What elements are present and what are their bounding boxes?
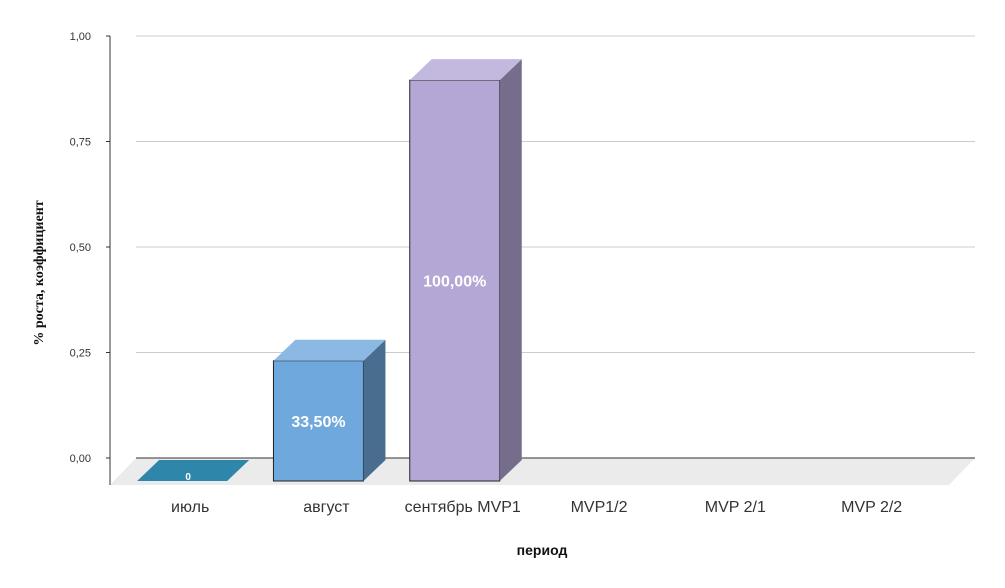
y-tick-label: 0,75 xyxy=(70,137,91,149)
gridlines xyxy=(136,35,975,459)
data-label: 100,00% xyxy=(423,274,486,291)
x-category-label: MVP 2/1 xyxy=(705,499,766,516)
x-axis-title: период xyxy=(517,542,568,558)
bar: 0 xyxy=(137,460,250,483)
bar: 33,50% xyxy=(272,339,386,482)
x-axis-categories: июль август сентябрь MVP1 MVP1/2 MVP 2/1 MVP … xyxy=(171,499,902,516)
y-tick-label: 0,00 xyxy=(70,453,91,465)
bar-top xyxy=(409,59,522,81)
x-category-label: июль xyxy=(171,499,209,516)
bar-top xyxy=(273,339,386,361)
data-label: 0 xyxy=(185,472,191,483)
y-tick-label: 0,50 xyxy=(70,242,91,254)
bars: 0 33,50% 100,00% xyxy=(137,59,522,483)
bar-side xyxy=(363,339,386,481)
x-category-label: август xyxy=(303,499,350,516)
y-tick-label: 0,25 xyxy=(70,348,91,360)
bar-front xyxy=(272,360,364,482)
bar-top xyxy=(137,460,250,481)
data-label: 33,50% xyxy=(291,414,345,431)
x-category-label: MVP 2/2 xyxy=(841,499,902,516)
y-axis-ticks: 0,00 0,25 0,50 0,75 1,00 xyxy=(70,31,111,485)
x-category-label: сентябрь MVP1 xyxy=(405,499,521,516)
x-category-label: MVP1/2 xyxy=(571,499,628,516)
y-axis-title: % роста, коэффициент xyxy=(32,200,47,345)
bar-side xyxy=(499,59,522,481)
y-tick-label: 1,00 xyxy=(70,31,91,43)
bar: 100,00% xyxy=(409,59,522,482)
